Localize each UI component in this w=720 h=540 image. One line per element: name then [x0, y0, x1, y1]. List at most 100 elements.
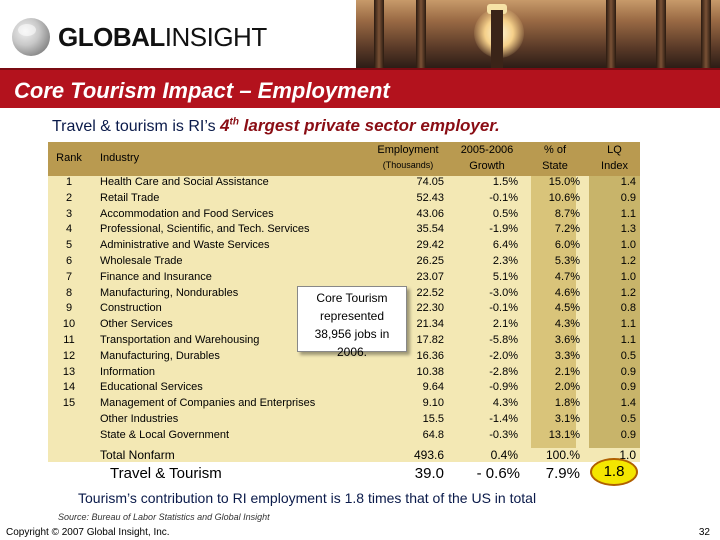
slide-header: GLOBALINSIGHT [0, 0, 720, 68]
industry-cell: State & Local Government [100, 428, 230, 441]
employment-cell: 74.05 [416, 176, 444, 188]
subtitle-emphasis: 4th largest private sector employer. [220, 116, 500, 135]
header-employment-unit: (Thousands) [382, 160, 434, 170]
lq-cell: 1.2 [620, 255, 636, 267]
industry-cell: Finance and Insurance [100, 270, 212, 283]
table-row: Other Industries 15.5 -1.4% 3.1% 0.5 [48, 413, 640, 429]
travel-tourism-row: Travel & Tourism 39.0 - 0.6% 7.9% [48, 462, 640, 484]
callout-line: 38,956 jobs in [314, 327, 390, 341]
industry-cell: Construction [100, 302, 162, 315]
table-row: 2 Retail Trade 52.43 -0.1% 10.6% 0.9 [48, 192, 640, 208]
employment-cell: 9.64 [422, 381, 444, 394]
pct-cell: 6.0% [554, 239, 580, 252]
pct-cell: 5.3% [554, 255, 580, 267]
growth-cell: 6.4% [492, 239, 518, 252]
growth-cell: -1.4% [489, 413, 518, 425]
growth-cell: 4.3% [492, 397, 518, 410]
column-shape [374, 0, 384, 68]
pct-cell: 13.1% [548, 428, 580, 441]
lq-cell: 1.4 [620, 397, 636, 410]
logo-word-insight: INSIGHT [164, 21, 267, 52]
tourism-growth: - 0.6% [476, 465, 520, 482]
rank-cell: 1 [65, 176, 73, 188]
employment-cell: 52.43 [416, 191, 444, 204]
table-row: 6 Wholesale Trade 26.25 2.3% 5.3% 1.2 [48, 255, 640, 271]
industry-cell: Administrative and Waste Services [100, 239, 270, 252]
footnote: Tourism’s contribution to RI employment … [78, 490, 537, 506]
column-shape [606, 0, 616, 68]
tourism-employment: 39.0 [414, 465, 444, 482]
slide-subtitle: Travel & tourism is RI’s 4th largest pri… [52, 116, 500, 136]
logo-wordmark: GLOBALINSIGHT [58, 22, 267, 53]
industry-cell: Educational Services [100, 381, 203, 394]
table-row: 7 Finance and Insurance 23.07 5.1% 4.7% 1.0 [48, 271, 640, 287]
tourism-lq-highlight: 1.8 [590, 458, 638, 486]
header-pct: % of [543, 144, 566, 156]
growth-cell: 2.1% [492, 318, 518, 331]
industry-cell: Professional, Scientific, and Tech. Serv… [100, 223, 310, 236]
total-growth: 0.4% [490, 448, 518, 462]
header-lq: LQ [607, 144, 622, 156]
table-row: 8 Manufacturing, Nondurables 22.52 -3.0% 4.6… [48, 287, 640, 303]
pct-cell: 1.8% [554, 397, 580, 410]
pct-cell: 15.0% [548, 176, 580, 188]
lq-cell: 1.1 [620, 334, 636, 346]
pct-cell: 3.3% [554, 349, 580, 362]
pct-cell: 7.2% [554, 223, 580, 236]
lq-cell: 1.4 [620, 176, 636, 188]
employment-cell: 23.07 [416, 270, 444, 283]
column-shape [656, 0, 666, 68]
table-row: 10 Other Services 21.34 2.1% 4.3% 1.1 [48, 318, 640, 334]
header-photo [356, 0, 720, 68]
employment-cell: 22.52 [416, 286, 444, 299]
table-row: 15 Management of Companies and Enterprise… [48, 397, 640, 413]
rank-cell: 11 [63, 334, 75, 346]
growth-cell: -3.0% [489, 286, 518, 299]
rank-cell: 9 [65, 302, 73, 315]
employment-cell: 22.30 [416, 302, 444, 315]
globe-icon [12, 18, 50, 56]
header-employment: Employment [377, 144, 439, 156]
pct-cell: 4.5% [554, 302, 580, 315]
industry-cell: Transportation and Warehousing [100, 334, 260, 346]
rank-cell: 15 [62, 397, 76, 410]
rank-cell: 8 [65, 286, 73, 299]
header-lq-index: Index [601, 160, 628, 172]
header-industry: Industry [100, 152, 140, 164]
page-number: 32 [698, 527, 710, 538]
rank-cell: 10 [62, 318, 76, 331]
rank-cell: 5 [65, 239, 73, 252]
growth-cell: -0.3% [489, 428, 518, 441]
rank-cell: 4 [65, 223, 73, 236]
pct-cell: 4.6% [554, 286, 580, 299]
rank-cell: 6 [65, 255, 73, 267]
growth-cell: -2.8% [489, 365, 518, 378]
table-row: State & Local Government 64.8 -0.3% 13.1% 0.… [48, 429, 640, 445]
employment-cell: 35.54 [416, 223, 444, 236]
growth-cell: 2.3% [492, 255, 518, 267]
table-row: 4 Professional, Scientific, and Tech. Ser… [48, 223, 640, 239]
lq-cell: 0.8 [620, 302, 636, 315]
header-growth: Growth [469, 160, 505, 172]
table-row: 9 Construction 22.30 -0.1% 4.5% 0.8 [48, 302, 640, 318]
callout-line: 2006. [336, 345, 368, 359]
subtitle-ordinal: 4 [220, 116, 230, 135]
pct-cell: 10.6% [548, 191, 580, 204]
employment-cell: 64.8 [422, 428, 444, 441]
rank-cell: 2 [65, 191, 73, 204]
lq-cell: 0.5 [620, 413, 636, 425]
industry-cell: Manufacturing, Durables [100, 349, 220, 362]
subtitle-ordinal-suffix: th [229, 116, 239, 128]
title-bar: Core Tourism Impact – Employment [0, 68, 720, 108]
column-shape [701, 0, 711, 68]
pct-cell: 3.1% [554, 413, 580, 425]
lighthouse-lamp [487, 4, 507, 14]
lighthouse-tower [491, 10, 503, 68]
industry-cell: Manufacturing, Nondurables [100, 286, 239, 299]
industry-cell: Other Industries [100, 413, 179, 425]
callout-line: represented [319, 309, 385, 323]
copyright: Copyright © 2007 Global Insight, Inc. [6, 527, 170, 538]
pct-cell: 2.1% [554, 365, 580, 378]
pct-column-band [531, 142, 576, 484]
industry-cell: Information [100, 365, 156, 378]
